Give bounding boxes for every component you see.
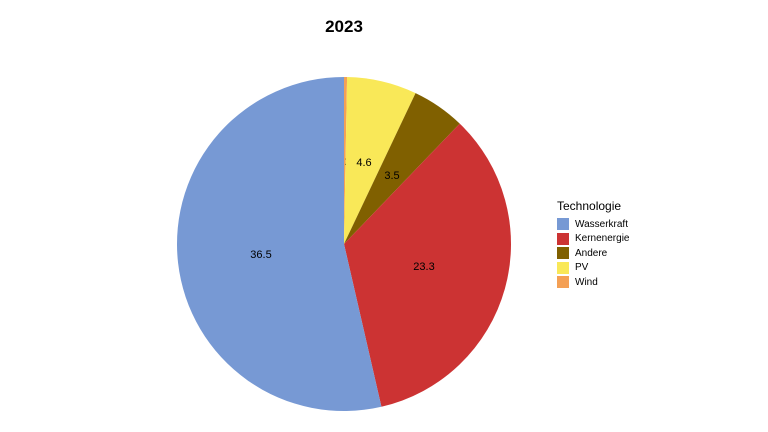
pie-slice-wasserkraft: [177, 77, 382, 411]
legend-swatch: [557, 232, 569, 245]
legend-item-wind: Wind: [557, 275, 629, 290]
legend-swatch: [557, 218, 569, 231]
legend-swatch: [557, 276, 569, 289]
pie-slice-andere: [344, 93, 460, 244]
legend-item-wasserkraft: Wasserkraft: [557, 217, 629, 232]
legend-label: Andere: [575, 247, 608, 259]
slice-label-andere: 3.5: [384, 170, 399, 182]
legend-item-andere: Andere: [557, 246, 629, 261]
legend-label: PV: [575, 262, 589, 274]
legend-title: Technologie: [557, 199, 622, 213]
slice-label-pv: 4.6: [356, 157, 371, 169]
legend-label: Wind: [575, 276, 598, 288]
chart-title: 2023: [325, 17, 363, 36]
legend-label: Wasserkraft: [575, 218, 628, 230]
slice-label-kernenergie: 23.3: [413, 261, 434, 273]
legend-swatch: [557, 261, 569, 274]
slice-label-wasserkraft: 36.5: [250, 249, 271, 261]
legend: Technologie Wasserkraft Kernenergie Andere…: [557, 199, 629, 290]
legend-item-pv: PV: [557, 261, 629, 276]
pie-slice-pv: [344, 77, 416, 244]
legend-item-kernenergie: Kernenergie: [557, 232, 629, 247]
pie-slice-wind: [344, 77, 348, 244]
legend-swatch: [557, 247, 569, 260]
legend-label: Kernenergie: [575, 233, 630, 245]
pie-slice-kernenergie: [344, 123, 512, 407]
